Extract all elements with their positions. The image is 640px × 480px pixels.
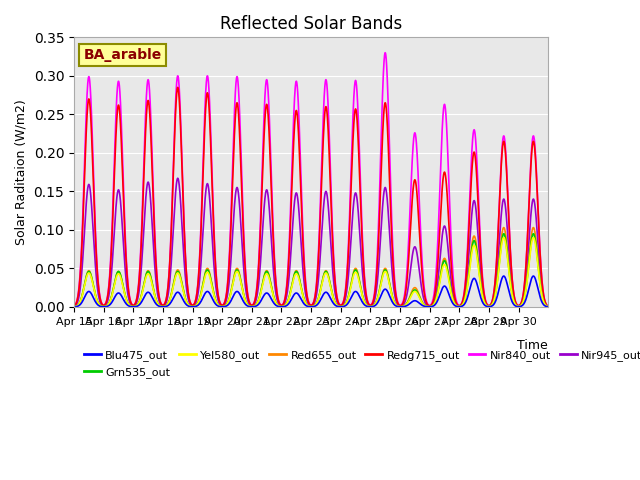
Grn535_out <box>432 298 440 303</box>
Blu475_out <box>359 300 367 306</box>
Blu475_out <box>545 304 552 310</box>
Yel580_out <box>252 302 260 308</box>
Blu475_out <box>252 303 260 309</box>
Nir840_out <box>86 90 94 96</box>
Yel580_out <box>432 298 440 304</box>
Blu475_out <box>432 301 440 307</box>
Blu475_out <box>529 273 537 279</box>
Nir840_out <box>346 192 354 198</box>
Text: Time: Time <box>518 339 548 352</box>
Blu475_out <box>293 290 301 296</box>
Line: Nir945_out: Nir945_out <box>74 178 548 306</box>
Nir945_out <box>253 296 260 302</box>
Yel580_out <box>86 273 94 278</box>
Red655_out <box>293 268 301 274</box>
Red655_out <box>252 302 260 308</box>
Line: Yel580_out: Yel580_out <box>74 238 548 307</box>
Nir840_out <box>545 303 552 309</box>
Redg715_out <box>174 84 182 90</box>
Blu475_out <box>86 289 94 295</box>
Redg715_out <box>545 303 552 309</box>
Redg715_out <box>346 204 354 209</box>
Yel580_out <box>359 296 367 301</box>
Nir840_out <box>293 81 301 86</box>
Nir840_out <box>432 275 440 280</box>
Grn535_out <box>70 304 78 310</box>
Grn535_out <box>529 231 537 237</box>
Grn535_out <box>86 271 94 277</box>
Red655_out <box>545 304 552 310</box>
Y-axis label: Solar Raditaion (W/m2): Solar Raditaion (W/m2) <box>15 99 28 245</box>
Yel580_out <box>293 271 301 277</box>
Red655_out <box>86 270 94 276</box>
Red655_out <box>70 304 78 310</box>
Grn535_out <box>346 286 354 291</box>
Grn535_out <box>545 304 552 310</box>
Redg715_out <box>360 259 367 265</box>
Nir945_out <box>86 190 94 196</box>
Red655_out <box>529 225 537 230</box>
Nir945_out <box>293 192 301 197</box>
Line: Red655_out: Red655_out <box>74 228 548 307</box>
Nir945_out <box>432 292 440 298</box>
Blu475_out <box>70 304 78 310</box>
Red655_out <box>359 295 367 300</box>
Redg715_out <box>432 284 440 290</box>
Redg715_out <box>293 110 301 116</box>
Legend: Blu475_out, Grn535_out, Yel580_out, Red655_out, Redg715_out, Nir840_out, Nir945_: Blu475_out, Grn535_out, Yel580_out, Red6… <box>79 346 640 382</box>
Text: BA_arable: BA_arable <box>83 48 162 62</box>
Nir945_out <box>545 303 552 309</box>
Nir945_out <box>70 303 78 309</box>
Grn535_out <box>252 302 260 308</box>
Yel580_out <box>529 235 537 240</box>
Red655_out <box>346 285 354 291</box>
Redg715_out <box>70 303 78 309</box>
Line: Grn535_out: Grn535_out <box>74 234 548 307</box>
Nir840_out <box>252 289 260 295</box>
Nir945_out <box>174 175 182 181</box>
Grn535_out <box>293 269 301 275</box>
Yel580_out <box>346 287 354 293</box>
Blu475_out <box>346 296 354 302</box>
Title: Reflected Solar Bands: Reflected Solar Bands <box>220 15 402 33</box>
Grn535_out <box>359 295 367 301</box>
Nir840_out <box>381 50 389 56</box>
Nir945_out <box>360 278 367 284</box>
Line: Nir840_out: Nir840_out <box>74 53 548 306</box>
Yel580_out <box>70 304 78 310</box>
Red655_out <box>432 297 440 303</box>
Yel580_out <box>545 304 552 310</box>
Nir840_out <box>359 251 367 257</box>
Line: Blu475_out: Blu475_out <box>74 276 548 307</box>
Nir840_out <box>70 303 78 309</box>
Redg715_out <box>86 110 94 116</box>
Line: Redg715_out: Redg715_out <box>74 87 548 306</box>
Nir945_out <box>346 246 354 252</box>
Redg715_out <box>253 290 260 296</box>
